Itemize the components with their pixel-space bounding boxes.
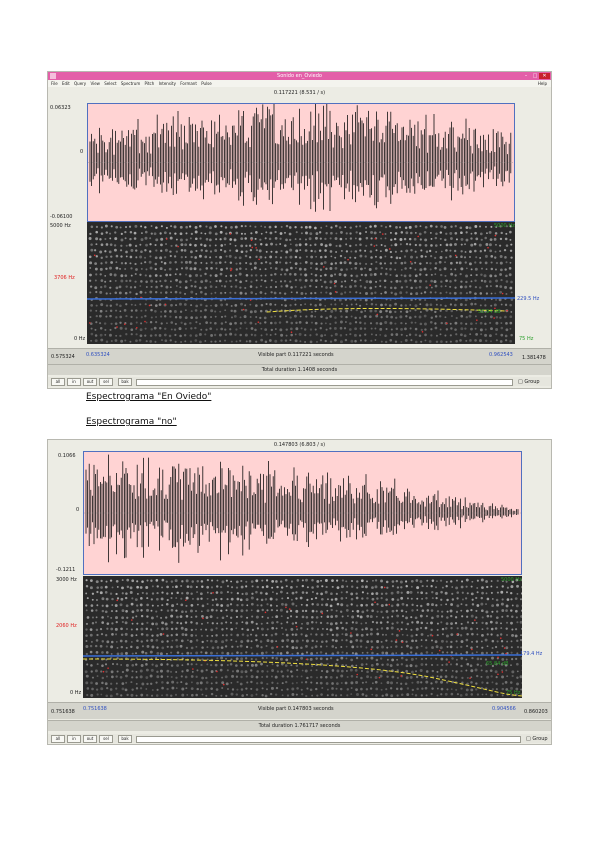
nav-all-button[interactable]: all — [51, 378, 65, 386]
nav-in-button[interactable]: in — [67, 378, 81, 386]
caption-en-oviedo: Espectrograma "En Oviedo" — [86, 392, 212, 402]
nav-bar: all in out sel bak □ Group — [48, 377, 551, 386]
intensity-value-label: 65.84 dB — [486, 661, 509, 667]
app-icon — [50, 73, 56, 79]
visible-start-time: 0.635324 — [86, 352, 110, 358]
window-start-time: 0.751638 — [51, 709, 75, 715]
minimize-icon[interactable]: – — [524, 73, 528, 79]
freq-max-label: 3000 Hz — [56, 577, 77, 583]
group-checkbox[interactable]: □ Group — [518, 379, 540, 385]
menu-formant[interactable]: Formant — [180, 81, 197, 86]
menu-pulse[interactable]: Pulse — [201, 81, 212, 86]
nav-sel-button[interactable]: sel — [99, 378, 113, 386]
menu-query[interactable]: Query — [74, 81, 87, 86]
waveform-panel[interactable] — [87, 103, 515, 222]
menu-file[interactable]: File — [51, 81, 58, 86]
menu-bar: File Edit Query View Select Spectrum Pit… — [48, 80, 551, 87]
praat-window-2: 0.147803 (6.803 / s) 0.1066 0 -0.1211 30… — [47, 439, 552, 745]
menu-select[interactable]: Select — [104, 81, 117, 86]
spectrogram-panel[interactable] — [83, 576, 522, 698]
selection-duration: 0.147803 (6.803 / s) — [273, 442, 326, 448]
window-end-time: 1.381478 — [522, 355, 546, 361]
right-min-label: 75 Hz — [519, 336, 534, 342]
time-bar: 0.751638 0.751638 Visible part 0.147803 … — [48, 702, 551, 719]
visible-end-time: 0.962543 — [489, 352, 513, 358]
freq-cursor-label: 2060 Hz — [56, 623, 77, 629]
caption-no: Espectrograma "no" — [86, 417, 177, 427]
right-max-label: 5000 Hz — [501, 577, 522, 583]
freq-max-label: 5000 Hz — [50, 223, 71, 229]
spectrogram-plot — [83, 578, 522, 698]
freq-min-label: 0 Hz — [74, 336, 86, 342]
spectrogram-plot — [87, 224, 515, 344]
waveform-plot — [84, 454, 521, 563]
menu-pitch[interactable]: Pitch — [144, 81, 155, 86]
menu-view[interactable]: View — [90, 81, 100, 86]
nav-out-button[interactable]: out — [83, 735, 97, 743]
nav-in-button[interactable]: in — [67, 735, 81, 743]
nav-bar: all in out sel bak □ Group — [48, 734, 551, 743]
close-icon[interactable]: ✕ — [539, 73, 550, 79]
maximize-icon[interactable]: □ — [532, 73, 538, 79]
waveform-plot — [88, 104, 514, 212]
amplitude-max: 0.06323 — [50, 105, 71, 111]
praat-window-1: Sonido en_Oviedo – □ ✕ File Edit Query V… — [47, 71, 552, 389]
nav-bak-button[interactable]: bak — [118, 378, 132, 386]
intensity-value-label: 50.94 dB — [478, 309, 501, 315]
window-start-time: 0.575324 — [51, 354, 75, 360]
menu-help[interactable]: Help — [537, 81, 547, 86]
total-duration-label: Total duration 1.1408 seconds — [261, 367, 338, 373]
amplitude-min: -0.06100 — [50, 214, 73, 220]
horizontal-scrollbar[interactable] — [136, 379, 513, 386]
nav-sel-button[interactable]: sel — [99, 735, 113, 743]
right-max-label: 5000 Hz — [494, 223, 515, 229]
selection-duration: 0.117221 (8.531 / s) — [273, 90, 326, 96]
group-label: Group — [524, 379, 540, 385]
amplitude-zero: 0 — [80, 149, 84, 155]
total-duration-label: Total duration 1.761717 seconds — [258, 723, 341, 729]
amplitude-max: 0.1066 — [58, 453, 76, 459]
group-label: Group — [532, 736, 548, 742]
spectrogram-panel[interactable] — [87, 222, 515, 344]
right-min-label: 75 Hz — [506, 690, 521, 696]
freq-cursor-label: 3706 Hz — [54, 275, 75, 281]
pitch-value-label: 229.5 Hz — [517, 296, 540, 302]
group-checkbox[interactable]: □ Group — [526, 736, 548, 742]
visible-part-label[interactable]: Visible part 0.147803 seconds — [258, 706, 334, 712]
visible-part-label[interactable]: Visible part 0.117221 seconds — [258, 352, 334, 358]
window-title: Sonido en_Oviedo — [277, 73, 322, 79]
menu-edit[interactable]: Edit — [61, 81, 70, 86]
visible-start-time: 0.751638 — [83, 706, 107, 712]
total-duration-bar[interactable]: Total duration 1.761717 seconds — [48, 720, 551, 731]
menu-intensity[interactable]: Intensity — [158, 81, 176, 86]
pitch-value-label: 179.4 Hz — [520, 651, 543, 657]
time-bar: 0.575324 0.635324 Visible part 0.117221 … — [48, 348, 551, 364]
freq-min-label: 0 Hz — [70, 690, 82, 696]
amplitude-zero: 0 — [76, 507, 80, 513]
nav-out-button[interactable]: out — [83, 378, 97, 386]
menu-spectrum[interactable]: Spectrum — [120, 81, 141, 86]
title-bar: Sonido en_Oviedo – □ ✕ — [48, 72, 551, 80]
waveform-panel[interactable] — [83, 451, 522, 575]
nav-bak-button[interactable]: bak — [118, 735, 132, 743]
nav-all-button[interactable]: all — [51, 735, 65, 743]
amplitude-min: -0.1211 — [56, 567, 76, 573]
total-duration-bar[interactable]: Total duration 1.1408 seconds — [48, 364, 551, 375]
visible-end-time: 0.904566 — [492, 706, 516, 712]
window-end-time: 0.860203 — [524, 709, 548, 715]
horizontal-scrollbar[interactable] — [136, 736, 521, 743]
